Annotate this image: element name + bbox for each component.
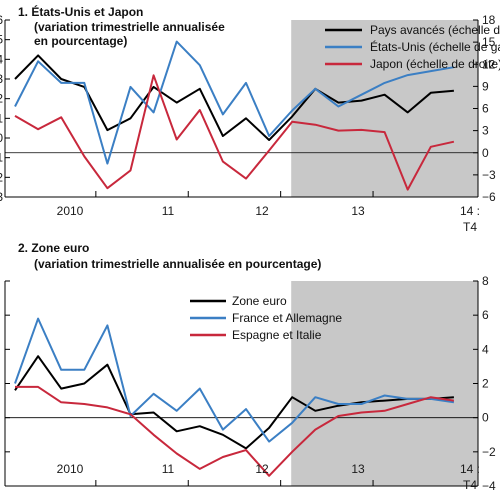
left-tick-label: −2	[0, 170, 3, 184]
legend: Zone euro France et Allemagne Espagne et I…	[190, 294, 342, 342]
right-tick-label: 12	[482, 57, 496, 71]
right-tick-label: −6	[482, 190, 496, 204]
x-tick-label: 12	[255, 204, 269, 218]
right-tick-label: −4	[482, 479, 496, 493]
x-tick-label: 11	[162, 462, 175, 476]
forecast-shading	[291, 281, 478, 486]
x-tick-label: 2010	[57, 462, 84, 476]
series-line-1	[14, 355, 454, 450]
right-tick-label: 6	[482, 102, 489, 116]
x-tick-label: 2010	[57, 204, 84, 218]
right-tick-label: 3	[482, 124, 489, 138]
chart-panel-2: −4 −2 0 2 4 6 8 2010 11 12 13 14 : T4 2. Zone euro (va…	[4, 241, 496, 493]
legend-label: États-Unis (échelle de gauche)	[370, 39, 500, 54]
chart-subtitle: en pourcentage)	[34, 34, 127, 48]
x-tick-label: 14 :	[460, 462, 480, 476]
left-tick-label: 4	[0, 52, 3, 66]
x-tick-label: 11	[162, 204, 175, 218]
left-tick-label: 2	[0, 92, 3, 106]
legend-label: Zone euro	[232, 294, 287, 308]
legend-label: Pays avancés (échelle de gauche)	[370, 23, 500, 37]
x-tick-label: T4	[463, 478, 477, 492]
left-tick-label: 3	[0, 72, 3, 86]
left-tick-label: 0	[0, 131, 3, 145]
x-tick-label: 13	[351, 462, 365, 476]
chart-subtitle: (variation trimestrielle annualisée en p…	[34, 257, 321, 271]
legend-label: France et Allemagne	[232, 311, 342, 325]
x-tick-label: 14 :	[460, 204, 480, 218]
x-tick-label: 13	[351, 204, 365, 218]
right-tick-label: 2	[482, 377, 489, 391]
forecast-shading	[291, 20, 478, 197]
series-line-2	[14, 317, 455, 443]
right-tick-label: 0	[482, 411, 489, 425]
series-line-2	[14, 40, 455, 165]
legend-label: Espagne et Italie	[232, 328, 322, 342]
chart-subtitle: (variation trimestrielle annualisée	[34, 20, 225, 34]
right-tick-label: 4	[482, 342, 489, 356]
right-tick-label: 8	[482, 274, 489, 288]
left-tick-label: 6	[0, 13, 3, 27]
chart-title: 2. Zone euro	[18, 241, 89, 255]
left-tick-label: −1	[0, 151, 3, 165]
x-tick-label: T4	[463, 220, 477, 234]
chart-panel-1: −3−2−10123456−6−30369121518201011121314 …	[0, 4, 500, 234]
right-tick-label: 6	[482, 308, 489, 322]
right-tick-label: 0	[482, 146, 489, 160]
chart-title: 1. États-Unis et Japon	[18, 4, 143, 19]
right-tick-label: −3	[482, 168, 496, 182]
series-line-3	[15, 385, 455, 477]
series-line-3	[14, 74, 455, 191]
legend: Pays avancés (échelle de gauche) États-Un…	[325, 23, 500, 71]
left-tick-label: 1	[0, 111, 3, 125]
x-tick-label: 12	[255, 462, 269, 476]
right-tick-label: 18	[482, 13, 496, 27]
legend-label: Japon (échelle de droite)	[370, 57, 500, 71]
left-tick-label: 5	[0, 33, 3, 47]
right-tick-label: −2	[482, 445, 496, 459]
right-tick-label: 9	[482, 79, 489, 93]
left-tick-label: −3	[0, 190, 3, 204]
right-tick-label: 15	[482, 35, 496, 49]
